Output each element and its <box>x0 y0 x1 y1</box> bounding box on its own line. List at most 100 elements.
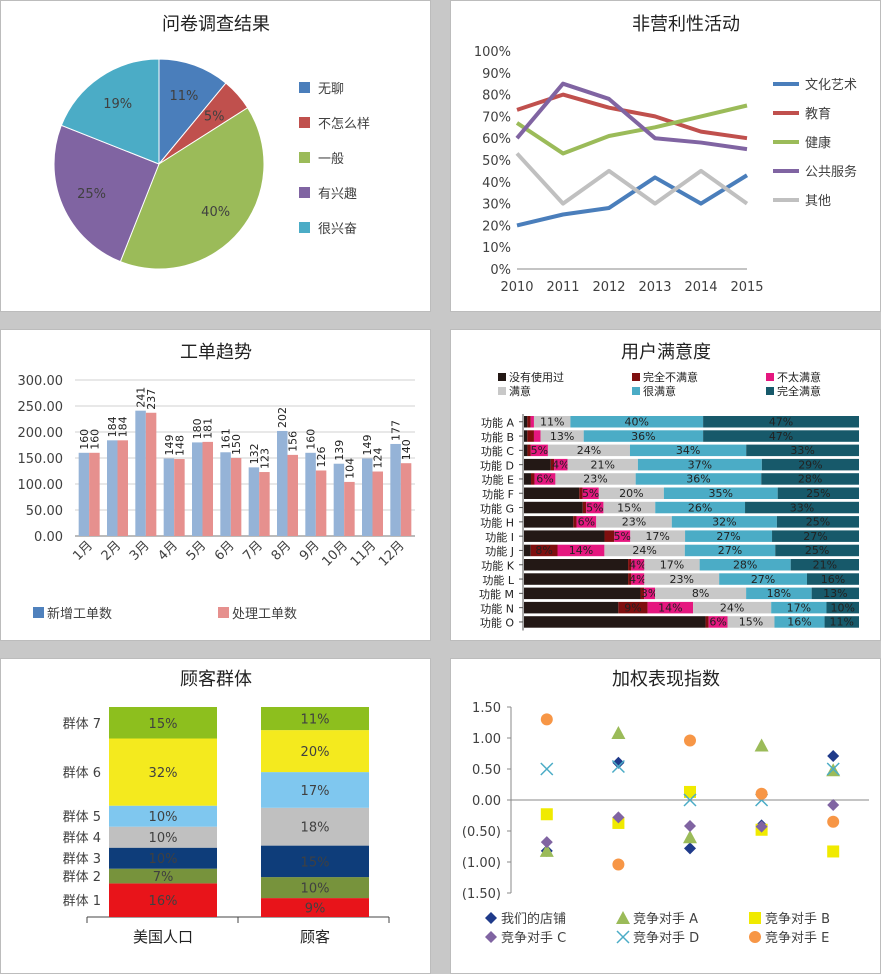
segment-label: 6% <box>709 616 726 629</box>
y-tick-label: 100% <box>474 45 511 60</box>
bar-segment <box>547 444 630 457</box>
y-tick-label: 1.00 <box>472 732 501 747</box>
x-tick-label: 9月 <box>297 538 323 564</box>
segment-label: 9% <box>624 601 641 614</box>
x-tick-label: 10月 <box>319 538 350 569</box>
y-tick-label: 0.50 <box>472 763 501 778</box>
bar-value-label: 181 <box>202 418 215 439</box>
x-tick-label: 2011 <box>546 280 579 295</box>
bar-segment <box>685 530 773 542</box>
bar-segment <box>637 458 762 471</box>
pie-slice-label: 25% <box>77 187 106 202</box>
segment-label: 37% <box>688 458 712 471</box>
y-tick-label: (1.00) <box>462 856 501 871</box>
bar-segment <box>618 601 648 614</box>
y-tick-label: (1.50) <box>462 887 501 902</box>
bar-segment <box>604 544 685 557</box>
pie-slice <box>158 58 227 166</box>
pie-slice-label: 40% <box>201 205 230 220</box>
bar <box>333 463 345 536</box>
chart-title: 工单趋势 <box>180 342 252 363</box>
y-tick-label: 0.00 <box>472 794 501 809</box>
bar <box>117 440 128 536</box>
series-line <box>515 81 748 152</box>
legend-swatch <box>498 387 506 395</box>
segment-label: 8% <box>535 544 552 557</box>
segment-label: 5% <box>614 530 631 543</box>
bar-segment <box>708 616 728 628</box>
bar-segment <box>806 573 859 585</box>
bar-segment <box>579 487 583 499</box>
y-tick-label: 60% <box>482 132 511 147</box>
bar-value-label: 149 <box>163 435 176 456</box>
y-tick-label: 0% <box>490 263 511 278</box>
nonprofit-line-panel: 非营利性活动 0% 10% 20% 30% 40% 50% 60% 70% 80% 90% 100%… <box>450 0 881 312</box>
legend-marker <box>616 911 630 924</box>
x-tick-label: 11月 <box>348 538 379 569</box>
bar <box>277 430 288 536</box>
row-label: 功能 J <box>485 544 514 558</box>
bar-segment <box>524 487 580 499</box>
y-tick-label: 10% <box>482 241 511 256</box>
bar-segment <box>527 444 531 457</box>
group-label: 群体 6 <box>63 766 101 781</box>
bar <box>192 442 203 536</box>
performance-scatter-panel: 加权表现指数 (1.50) (1.00) (0.50) 0.00 0.50 1.00 1.5… <box>450 658 881 974</box>
segment-label: 36% <box>631 430 655 443</box>
bar-segment <box>614 530 631 542</box>
chart-title: 用户满意度 <box>621 342 711 363</box>
bar-segment <box>261 845 369 878</box>
bar-segment <box>524 458 551 471</box>
bar-value-label: 237 <box>145 389 158 410</box>
segment-label: 16% <box>787 616 811 629</box>
segment-label: 14% <box>569 544 593 557</box>
segment-label: 15% <box>149 717 178 732</box>
bar <box>305 452 316 536</box>
bar-segment <box>555 473 636 485</box>
segment-label: 5% <box>586 501 603 514</box>
bar <box>287 454 298 536</box>
segment-label: 23% <box>670 573 694 586</box>
bar-value-label: 124 <box>372 448 385 469</box>
y-tick-label: 80% <box>482 89 511 104</box>
legend-label: 处理工单数 <box>232 607 297 622</box>
pie-slice-label: 5% <box>204 109 225 124</box>
bar-segment <box>826 601 859 614</box>
bar-segment <box>776 516 859 528</box>
segment-label: 13% <box>823 587 847 600</box>
y-tick-label: 250.00 <box>18 400 64 415</box>
legend-swatch <box>218 607 229 618</box>
bar-segment <box>693 601 772 614</box>
bar <box>259 472 270 536</box>
legend-label: 竞争对手 C <box>501 930 566 946</box>
data-point <box>755 787 768 800</box>
x-tick-label: 12月 <box>376 538 407 569</box>
bar <box>362 458 373 536</box>
bar-segment <box>524 559 629 571</box>
bar-segment <box>655 587 747 600</box>
segment-label: 15% <box>617 501 641 514</box>
legend-label: 有兴趣 <box>318 187 357 202</box>
bar <box>220 452 231 536</box>
row-label: 功能 O <box>480 616 514 630</box>
bar-segment <box>811 587 859 600</box>
x-tick-label: 2010 <box>500 280 533 295</box>
bar-segment <box>663 487 778 499</box>
bar-value-label: 160 <box>88 429 101 450</box>
bar-segment <box>746 587 812 600</box>
bar-segment <box>644 559 700 571</box>
bar-segment <box>703 430 859 442</box>
segment-label: 28% <box>798 473 822 486</box>
segment-label: 10% <box>149 831 178 846</box>
pie-slice-label: 19% <box>103 97 132 112</box>
legend-swatch <box>299 152 310 163</box>
legend-label: 很兴奋 <box>318 222 357 237</box>
segment-label: 32% <box>149 766 178 781</box>
bar <box>400 463 412 536</box>
bar-segment <box>576 516 597 528</box>
data-point <box>827 798 840 811</box>
row-label: 功能 F <box>482 487 514 501</box>
chart-title: 问卷调查结果 <box>162 14 270 35</box>
chart-title: 加权表现指数 <box>612 669 720 690</box>
series-line <box>515 152 749 206</box>
